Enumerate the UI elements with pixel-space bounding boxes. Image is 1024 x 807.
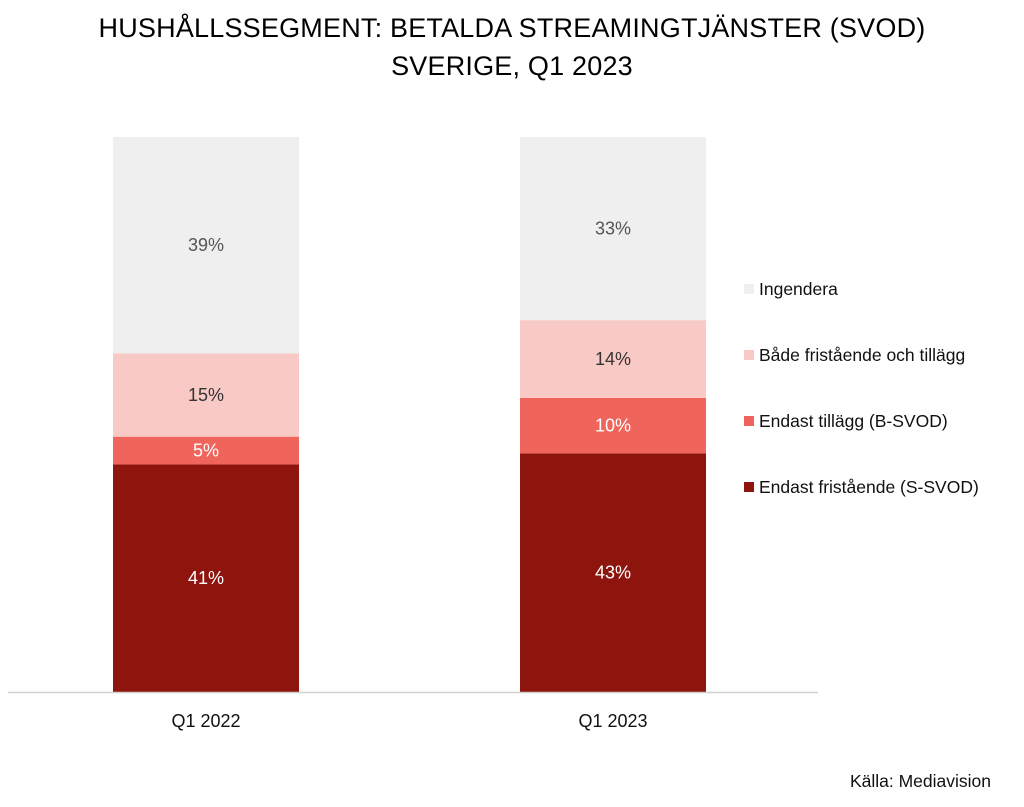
x-tick-label-q1-2023: Q1 2023	[578, 711, 647, 731]
legend-label: Ingendera	[759, 279, 838, 299]
source-note: Källa: Mediavision	[849, 771, 991, 791]
bar-segment-q1-2022-endast-till-gg-b-svod	[113, 436, 299, 465]
bar-segment-q1-2022-b-de-frist-ende-och-till-gg	[113, 353, 299, 437]
data-label-q1-2022-ingendera: 39%	[188, 235, 224, 255]
data-label-q1-2023-b-de-frist-ende-och-till-gg: 14%	[595, 349, 631, 369]
chart-subtitle: SVERIGE, Q1 2023	[391, 51, 633, 81]
legend-swatch	[744, 416, 754, 426]
legend-swatch	[744, 284, 754, 294]
data-label-q1-2022-b-de-frist-ende-och-till-gg: 15%	[188, 385, 224, 405]
bar-segment-q1-2022-endast-frist-ende-s-svod	[113, 464, 299, 692]
legend-label: Endast tillägg (B-SVOD)	[759, 411, 948, 431]
data-label-q1-2022-endast-till-gg-b-svod: 5%	[193, 441, 219, 461]
bar-segment-q1-2023-b-de-frist-ende-och-till-gg	[520, 320, 706, 398]
chart-title: HUSHÅLLSSEGMENT: BETALDA STREAMINGTJÄNST…	[98, 13, 926, 43]
bar-segment-q1-2023-ingendera	[520, 137, 706, 321]
legend-label: Endast fristående (S-SVOD)	[759, 477, 979, 497]
data-label-q1-2022-endast-frist-ende-s-svod: 41%	[188, 568, 224, 588]
data-label-q1-2023-ingendera: 33%	[595, 219, 631, 239]
data-label-q1-2023-endast-till-gg-b-svod: 10%	[595, 416, 631, 436]
legend-swatch	[744, 350, 754, 360]
bar-segment-q1-2023-endast-till-gg-b-svod	[520, 397, 706, 454]
bar-segment-q1-2022-ingendera	[113, 137, 299, 354]
x-tick-label-q1-2022: Q1 2022	[171, 711, 240, 731]
bar-segment-q1-2023-endast-frist-ende-s-svod	[520, 453, 706, 692]
data-label-q1-2023-endast-frist-ende-s-svod: 43%	[595, 563, 631, 583]
legend-label: Både fristående och tillägg	[759, 345, 966, 365]
legend-swatch	[744, 482, 754, 492]
